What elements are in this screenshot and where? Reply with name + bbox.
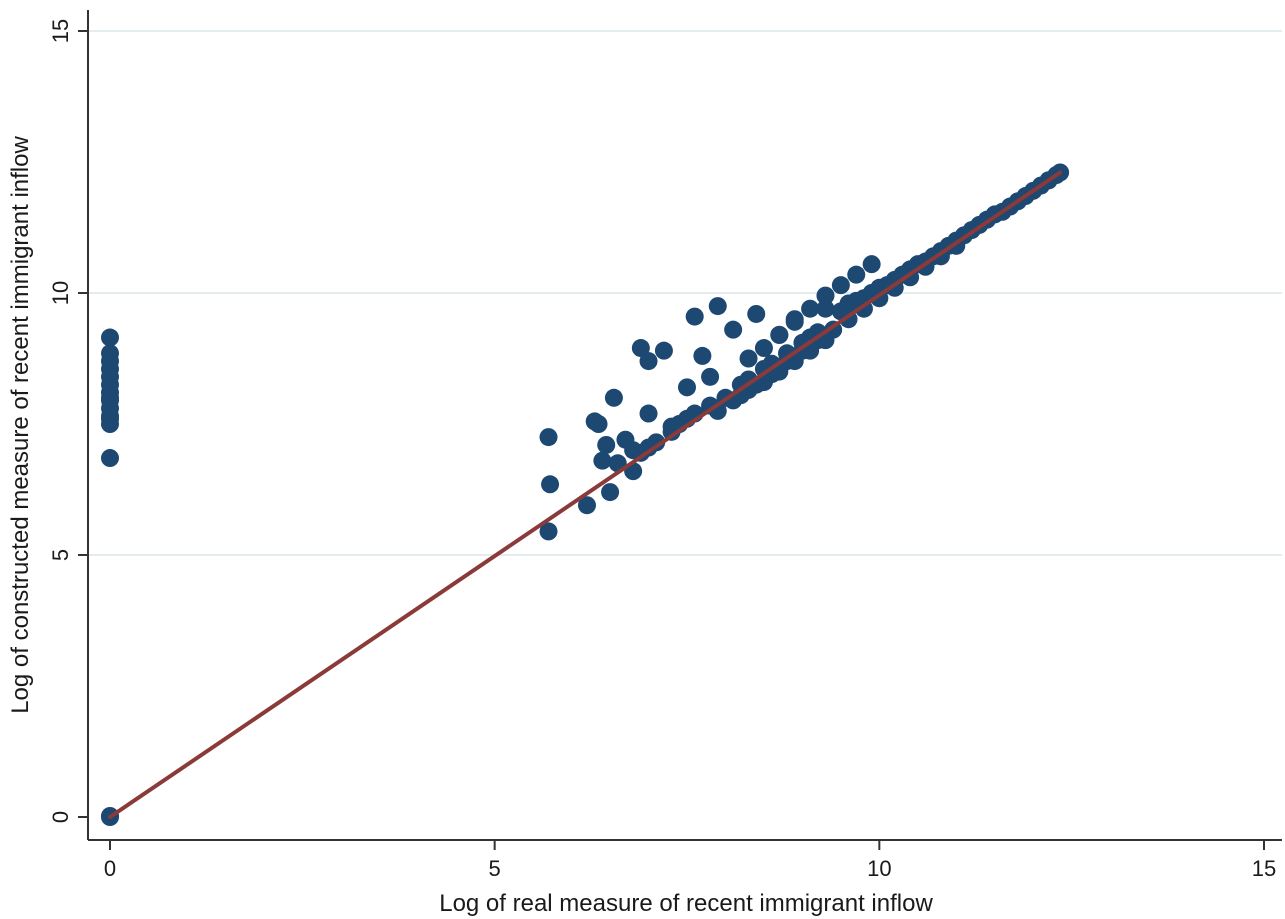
data-point	[631, 339, 650, 358]
data-point	[816, 286, 835, 305]
data-point	[539, 428, 558, 447]
data-point	[816, 299, 835, 318]
x-tick-label-5: 5	[489, 856, 501, 881]
data-point	[539, 522, 558, 541]
data-point	[647, 433, 666, 452]
x-tick-label-0: 0	[104, 856, 116, 881]
data-point	[708, 297, 727, 316]
data-point	[101, 328, 119, 347]
data-point	[754, 339, 773, 358]
data-point	[597, 435, 616, 454]
data-points	[101, 163, 1070, 826]
data-point	[593, 451, 612, 470]
data-point	[693, 346, 712, 365]
y-tick-label-5: 5	[48, 549, 73, 561]
y-tick-label-15: 15	[48, 19, 73, 43]
data-point	[747, 304, 766, 323]
tick-labels: 0 5 10 15 0 5 10 15	[48, 19, 1276, 881]
data-point	[831, 276, 850, 295]
data-point	[847, 265, 866, 284]
y-axis-title: Log of constructed measure of recent imm…	[7, 136, 34, 714]
data-point	[577, 496, 596, 515]
data-point	[654, 341, 673, 360]
data-point	[601, 483, 620, 502]
data-point	[541, 475, 560, 494]
data-point	[589, 415, 608, 433]
data-point	[101, 344, 119, 363]
data-point	[639, 352, 658, 371]
y-tick-label-10: 10	[48, 281, 73, 305]
fit-line	[108, 170, 1063, 819]
data-point	[785, 312, 804, 331]
data-point	[801, 299, 820, 318]
data-point	[701, 367, 720, 386]
x-tick-label-10: 10	[867, 856, 891, 881]
data-point	[685, 307, 704, 326]
x-tick-label-15: 15	[1252, 856, 1276, 881]
x-axis-title: Log of real measure of recent immigrant …	[439, 890, 933, 917]
data-point	[101, 388, 119, 407]
y-tick-label-0: 0	[48, 811, 73, 823]
gridlines	[89, 30, 1282, 556]
data-point	[724, 320, 743, 339]
data-point	[770, 325, 789, 344]
data-point	[739, 349, 758, 368]
data-point	[639, 404, 658, 423]
axes	[78, 10, 1282, 850]
data-point	[862, 255, 881, 274]
fit-line-group	[108, 170, 1063, 819]
data-point	[678, 378, 696, 397]
data-point	[604, 388, 623, 407]
data-point	[101, 409, 119, 428]
data-point	[101, 449, 119, 468]
